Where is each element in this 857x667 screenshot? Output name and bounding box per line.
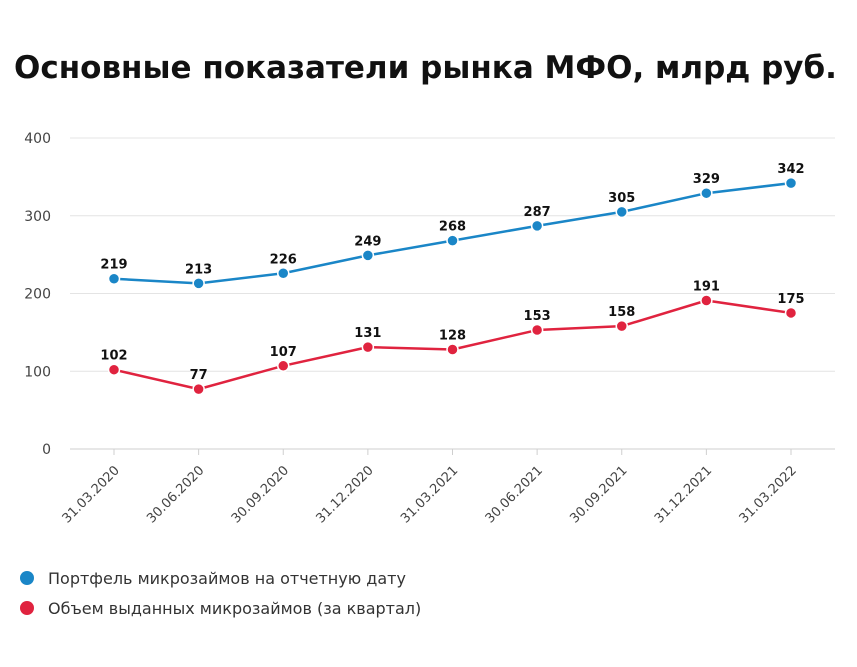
y-axis-ticks: 0 100 200 300 400 (24, 131, 51, 458)
data-label-1-5: 153 (524, 309, 551, 324)
data-label-1-3: 131 (354, 326, 381, 341)
x-tick-label-8: 31.03.2022 (737, 463, 800, 526)
x-tick-label-0: 31.03.2020 (60, 463, 123, 526)
data-point-0-8 (784, 176, 798, 190)
line-chart: 0 100 200 300 400 31.03.2020 30.06.2020 30.09.… (24, 131, 835, 526)
data-label-0-5: 287 (524, 205, 551, 220)
data-point-1-4 (446, 343, 459, 356)
data-point-1-7 (700, 294, 713, 307)
data-label-0-7: 329 (693, 172, 720, 187)
data-label-1-1: 77 (190, 368, 208, 383)
x-tick-label-2: 30.09.2020 (229, 463, 292, 526)
data-point-1-2 (277, 359, 290, 373)
data-point-1-3 (361, 340, 375, 354)
data-label-1-6: 158 (608, 305, 635, 320)
data-point-0-4 (446, 234, 459, 247)
data-point-0-5 (530, 219, 544, 233)
data-label-1-7: 191 (693, 279, 720, 294)
data-point-1-0 (107, 363, 121, 376)
series-0: 219 213 226 249 268 287 305 329 342 (100, 162, 805, 290)
x-tick-label-7: 31.12.2021 (652, 463, 715, 526)
data-point-1-1 (192, 382, 205, 396)
data-label-0-1: 213 (185, 262, 212, 277)
data-label-1-4: 128 (439, 328, 466, 343)
chart-title: Основные показатели рынка МФО, млрд руб. (14, 50, 837, 86)
x-tick-label-6: 30.09.2021 (567, 463, 630, 526)
x-axis-ticks: 31.03.2020 30.06.2020 30.09.2020 31.12.2020… (60, 449, 800, 526)
legend-marker-portfolio (20, 571, 34, 585)
x-tick-label-3: 31.12.2020 (313, 463, 376, 526)
legend-label-issued: Объем выданных микрозаймов (за квартал) (48, 598, 422, 618)
legend-marker-issued (20, 601, 34, 615)
legend-item-portfolio: Портфель микрозаймов на отчетную дату (20, 563, 421, 593)
legend-item-issued: Объем выданных микрозаймов (за квартал) (20, 593, 421, 623)
data-label-0-3: 249 (354, 234, 381, 249)
x-tick-label-5: 30.06.2021 (483, 463, 546, 526)
data-point-0-7 (700, 186, 713, 200)
x-tick-label-1: 30.06.2020 (144, 463, 207, 526)
y-tick-label-400: 400 (24, 131, 51, 147)
data-point-1-6 (615, 319, 628, 333)
data-point-0-1 (192, 277, 205, 290)
data-label-0-2: 226 (270, 252, 297, 267)
data-point-1-8 (784, 306, 798, 320)
y-tick-label-200: 200 (24, 287, 51, 303)
grid-lines (70, 137, 835, 450)
y-tick-label-100: 100 (24, 364, 51, 380)
data-label-1-2: 107 (270, 345, 297, 360)
y-tick-label-0: 0 (42, 442, 51, 458)
data-point-0-0 (107, 272, 121, 285)
data-point-1-5 (530, 323, 544, 337)
data-label-0-4: 268 (439, 220, 466, 235)
series-1: 102 77 107 131 128 153 158 191 175 (100, 279, 805, 396)
legend: Портфель микрозаймов на отчетную дату Об… (20, 563, 421, 623)
series-layer: 219 213 226 249 268 287 305 329 342 102 77 107 131 12… (100, 162, 805, 396)
data-point-0-3 (361, 249, 375, 262)
data-label-1-0: 102 (100, 349, 127, 364)
data-label-0-6: 305 (608, 191, 635, 206)
legend-label-portfolio: Портфель микрозаймов на отчетную дату (48, 568, 406, 588)
data-point-0-6 (615, 205, 628, 219)
data-label-0-8: 342 (777, 162, 804, 177)
y-tick-label-300: 300 (24, 209, 51, 225)
x-tick-label-4: 31.03.2021 (398, 463, 461, 526)
data-point-0-2 (277, 267, 290, 280)
data-label-1-8: 175 (777, 292, 804, 307)
data-label-0-0: 219 (100, 258, 127, 273)
